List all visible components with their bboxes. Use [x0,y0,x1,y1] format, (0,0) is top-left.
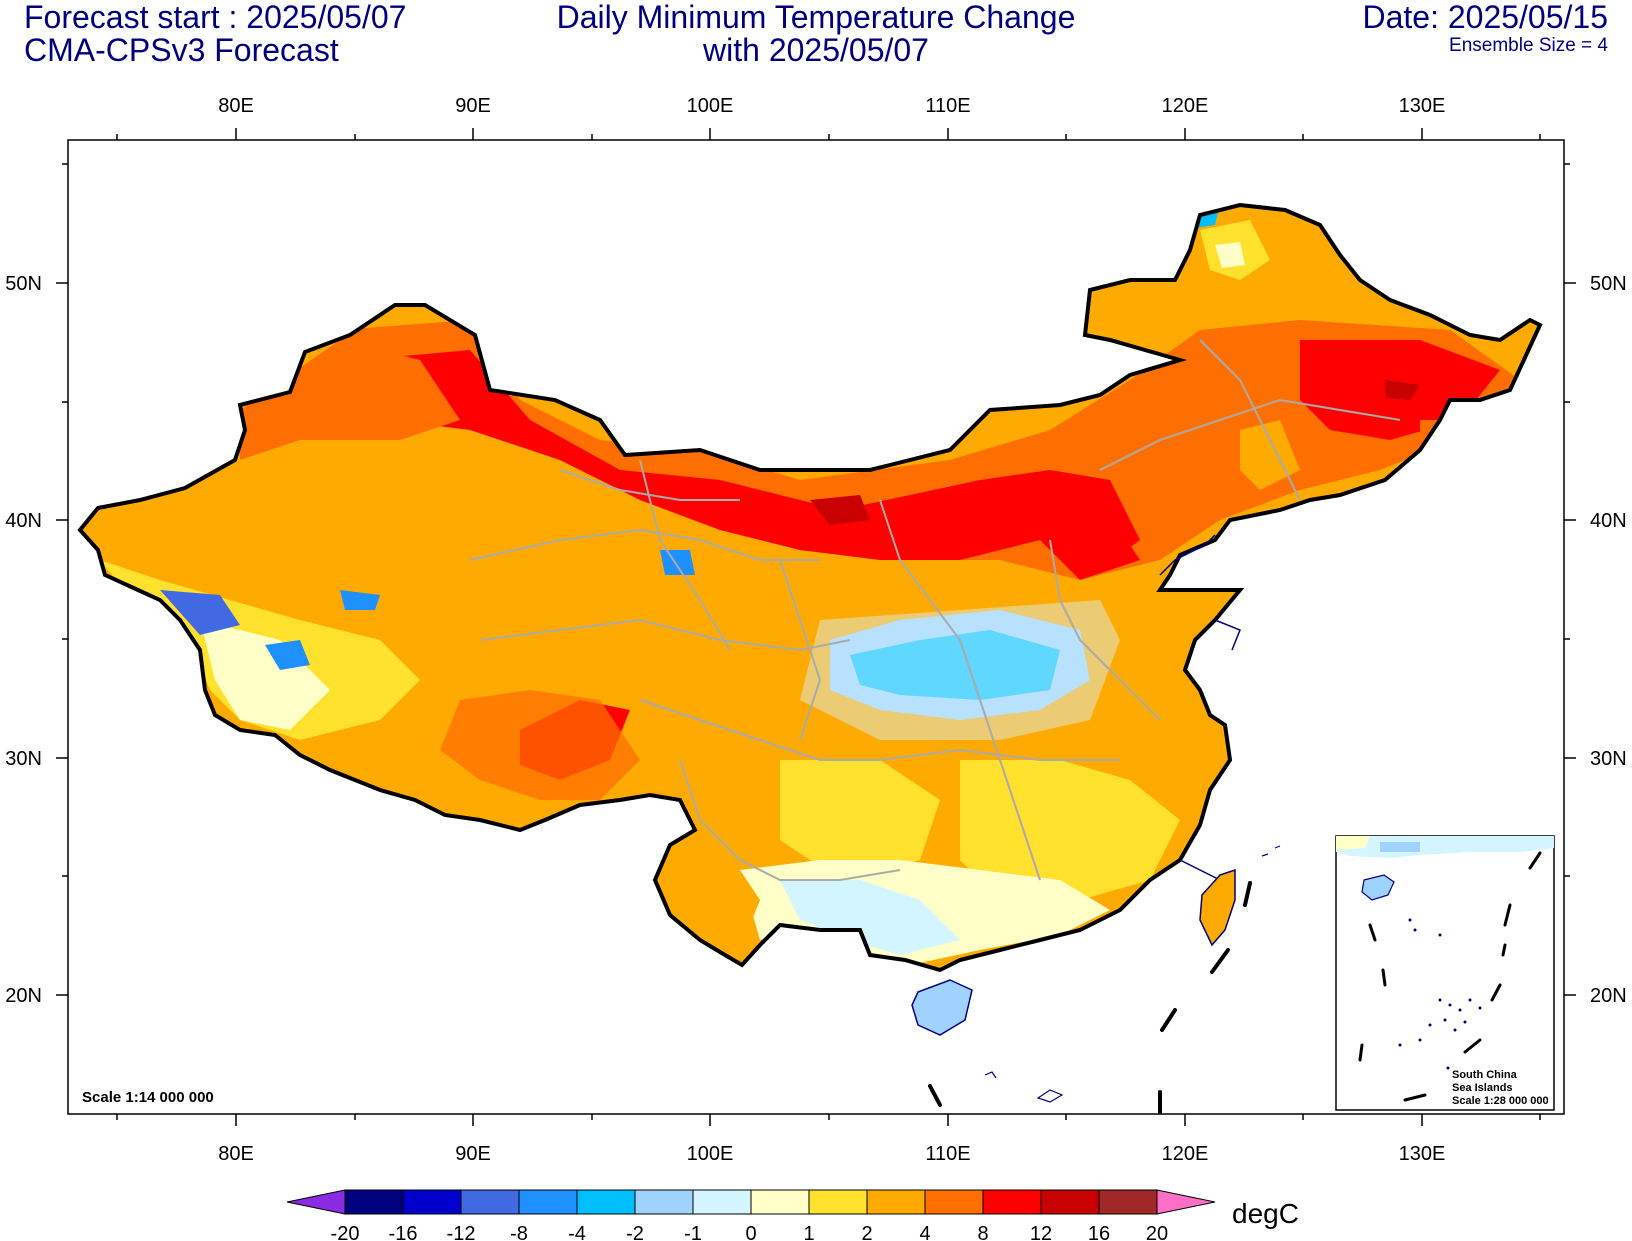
colorbar-swatch [692,1189,752,1215]
colorbar-swatch [1098,1189,1158,1215]
inset-title-line2: Sea Islands [1452,1082,1513,1094]
colorbar-swatch [576,1189,636,1215]
colorbar: -20 -16 -12 -8 -4 -2 -1 0 1 2 4 8 12 16 20 [286,1189,1216,1241]
colorbar-swatch [634,1189,694,1215]
colorbar-level-label: 2 [861,1223,872,1241]
colorbar-level-label: 20 [1146,1223,1168,1241]
lon-label-bottom: 100E [687,1143,734,1165]
colorbar-level-label: 4 [919,1223,930,1241]
colorbar-swatch [750,1189,810,1215]
map-scale-label: Scale 1:14 000 000 [82,1089,214,1106]
colorbar-level-label: 1 [803,1223,814,1241]
lon-label-bottom: 110E [925,1143,970,1165]
map-title-line1: Daily Minimum Temperature Change [556,0,1076,35]
colorbar-level-label: -16 [389,1223,418,1241]
colorbar-swatch [460,1189,520,1215]
colorbar-level-label: 8 [977,1223,988,1241]
lon-label-bottom: 120E [1162,1143,1209,1165]
lat-label-right: 40N [1590,510,1627,532]
lat-label-left: 30N [5,748,42,770]
colorbar-over-arrow [1156,1189,1216,1215]
date-label: Date: 2025/05/15 [1362,0,1608,35]
nine-dash-line [928,881,1252,1114]
axis-labels: 80E 80E 90E 90E 100E 100E 110E 110E 120E 120E 130E… [5,95,1626,1165]
colorbar-level-label: 0 [745,1223,756,1241]
lat-label-left: 20N [5,985,42,1007]
lat-label-right: 20N [1590,985,1627,1007]
colorbar-level-label: 16 [1088,1223,1110,1241]
colorbar-swatch [402,1189,462,1215]
colorbar-level-label: 12 [1030,1223,1052,1241]
map-title-line2: with 2025/05/07 [703,32,929,68]
colorbar-unit-label: degC [1232,1198,1299,1229]
colorbar-swatch [344,1189,404,1215]
hainan-island [911,979,973,1036]
colorbar-swatch [518,1189,578,1215]
model-label: CMA-CPSv3 Forecast [24,32,339,68]
lon-label-top: 130E [1399,95,1446,117]
colorbar-swatch [924,1189,984,1215]
lon-label-bottom: 80E [218,1143,254,1165]
lon-label-bottom: 130E [1399,1143,1446,1165]
lon-label-top: 110E [925,95,970,117]
lat-label-left: 40N [5,510,42,532]
inset-map [1335,835,1555,1111]
colorbar-swatch [808,1189,868,1215]
colorbar-swatch [866,1189,926,1215]
axis-ticks [56,128,1576,1126]
coastline [1159,534,1241,881]
lon-label-top: 90E [455,95,491,117]
lon-label-bottom: 90E [455,1143,491,1165]
colorbar-swatch [1040,1189,1100,1215]
colorbar-level-label: -20 [331,1223,360,1241]
province-boundaries [469,339,1401,881]
lon-label-top: 80E [218,95,254,117]
small-islands [984,845,1281,1103]
forecast-start-label: Forecast start : 2025/05/07 [24,0,407,35]
lat-label-right: 50N [1590,273,1627,295]
colorbar-swatch [982,1189,1042,1215]
taiwan-island [1199,868,1236,947]
inset-title-line1: South China [1452,1069,1518,1081]
inset-scale-label: Scale 1:28 000 000 [1452,1095,1549,1107]
lon-label-top: 120E [1162,95,1209,117]
colorbar-level-label: -12 [447,1223,476,1241]
ensemble-size-label: Ensemble Size = 4 [1449,35,1608,56]
colorbar-level-label: -2 [626,1223,644,1241]
colorbar-under-arrow [286,1189,346,1215]
lon-label-top: 100E [687,95,734,117]
lat-label-right: 30N [1590,748,1627,770]
colorbar-level-label: -8 [510,1223,528,1241]
colorbar-level-label: -4 [568,1223,586,1241]
lat-label-left: 50N [5,273,42,295]
colorbar-level-label: -1 [684,1223,702,1241]
